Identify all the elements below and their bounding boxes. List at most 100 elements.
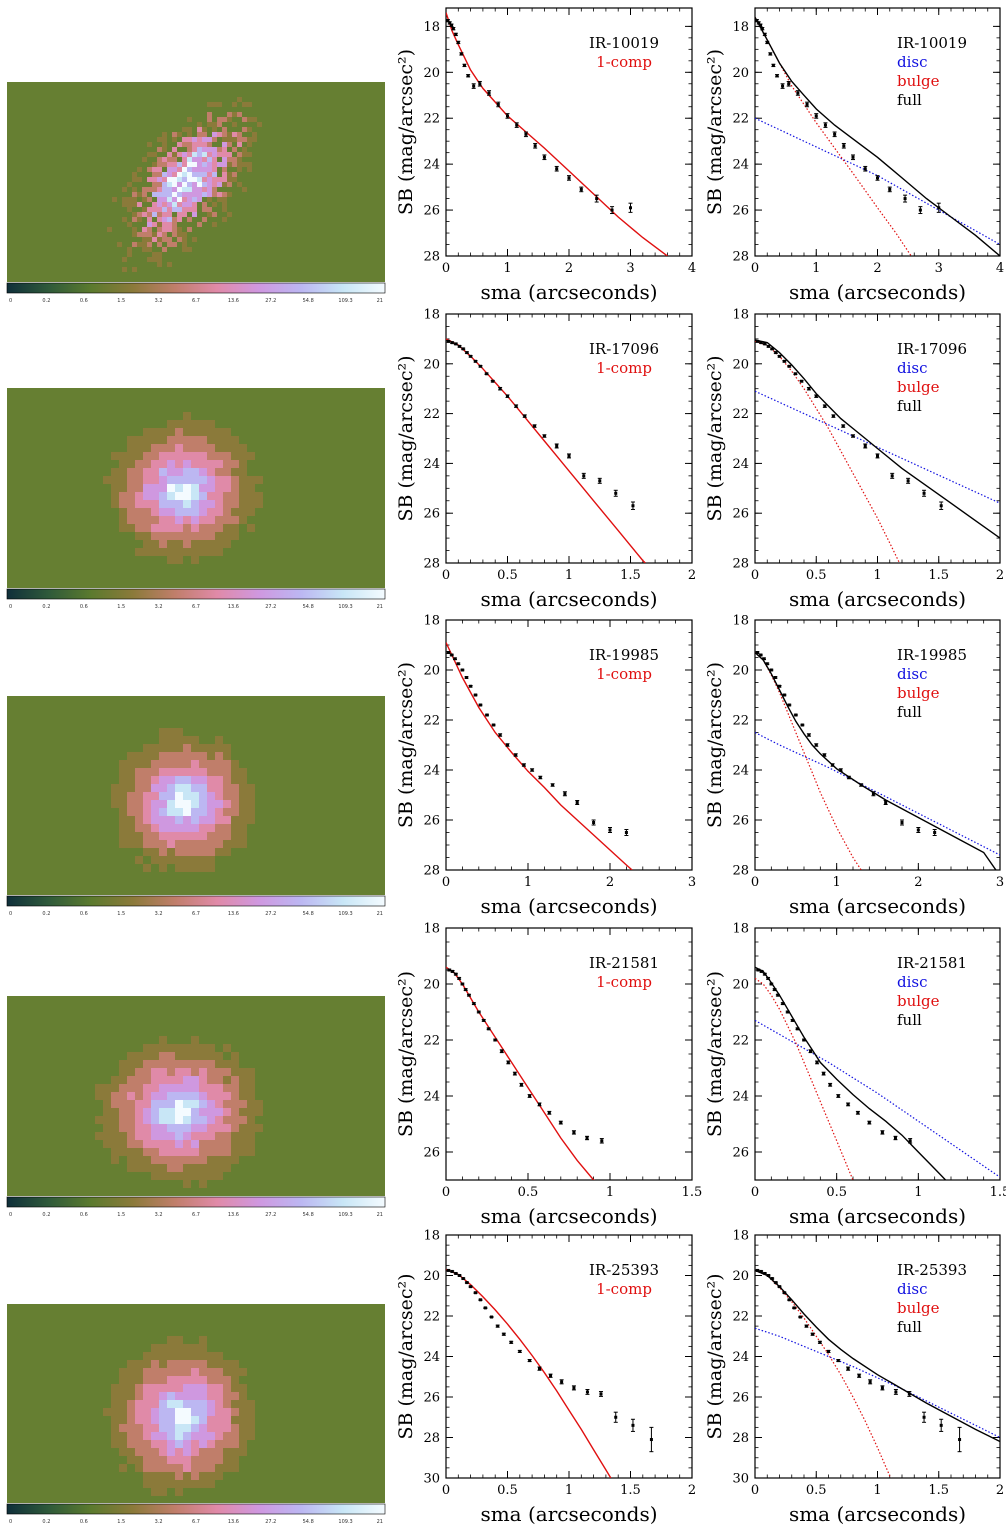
data-point — [810, 1332, 815, 1336]
image-pixel — [127, 484, 135, 492]
image-pixel — [159, 744, 167, 752]
image-pixel — [199, 792, 207, 800]
image-pixel — [197, 137, 202, 142]
image-pixel — [199, 548, 207, 556]
image-pixel — [111, 1092, 119, 1100]
image-pixel — [119, 760, 127, 768]
y-tick-label: 26 — [732, 204, 749, 219]
image-pixel — [143, 1140, 151, 1148]
colorbar-tick-label: 6.7 — [192, 1519, 200, 1525]
y-tick-label: 20 — [732, 978, 749, 993]
image-pixel — [182, 187, 187, 192]
image-pixel — [207, 508, 215, 516]
colorbar-tick-label: 54.8 — [303, 911, 314, 917]
image-pixel — [191, 428, 199, 436]
image-pixel — [207, 1148, 215, 1156]
data-point — [851, 154, 855, 161]
image-pixel — [191, 508, 199, 516]
image-pixel — [215, 1432, 223, 1440]
data-point — [900, 819, 904, 826]
image-pixel — [222, 207, 227, 212]
image-pixel — [223, 476, 231, 484]
image-pixel — [143, 792, 151, 800]
image-pixel — [143, 436, 151, 444]
data-point — [591, 819, 596, 826]
image-pixel — [182, 167, 187, 172]
image-pixel — [167, 556, 175, 564]
legend-label: bulge — [897, 684, 940, 702]
image-pixel — [151, 1456, 159, 1464]
y-axis-label: SB (mag/arcsec²) — [704, 971, 726, 1137]
image-pixel — [127, 182, 132, 187]
data-point — [464, 676, 469, 679]
image-pixel — [127, 816, 135, 824]
image-pixel — [255, 500, 263, 508]
image-pixel — [207, 792, 215, 800]
image-pixel — [222, 192, 227, 197]
image-pixel — [231, 1432, 239, 1440]
image-pixel — [151, 1488, 159, 1496]
data-point — [786, 80, 791, 87]
image-pixel — [177, 152, 182, 157]
image-pixel — [135, 792, 143, 800]
x-axis-label: sma (arcseconds) — [480, 280, 657, 304]
image-pixel — [167, 1116, 175, 1124]
image-pixel — [135, 800, 143, 808]
image-pixel — [247, 1424, 255, 1432]
image-pixel — [135, 1456, 143, 1464]
image-pixel — [167, 1432, 175, 1440]
image-pixel — [135, 1424, 143, 1432]
data-point — [486, 1027, 491, 1031]
image-pixel — [143, 1084, 151, 1092]
colorbar-tick-label: 6.7 — [192, 1212, 200, 1218]
x-tick-label: 2 — [688, 568, 696, 583]
image-pixel — [231, 792, 239, 800]
data-point — [768, 52, 773, 56]
image-pixel — [111, 1400, 119, 1408]
image-pixel — [119, 1432, 127, 1440]
image-pixel — [202, 192, 207, 197]
image-pixel — [119, 468, 127, 476]
image-pixel — [257, 122, 262, 127]
image-pixel — [175, 1148, 183, 1156]
image-pixel — [183, 1424, 191, 1432]
legend-label: IR-10019 — [897, 34, 967, 52]
image-pixel — [199, 824, 207, 832]
colorbar-tick-label: 1.5 — [117, 1212, 125, 1218]
data-point — [814, 394, 819, 398]
image-pixel — [172, 222, 177, 227]
image-pixel — [182, 182, 187, 187]
data-point — [468, 1285, 473, 1289]
image-pixel — [207, 752, 215, 760]
image-pixel — [175, 516, 183, 524]
x-tick-label: 1.5 — [928, 1483, 949, 1498]
image-pixel — [202, 177, 207, 182]
image-pixel — [151, 1108, 159, 1116]
image-pixel — [192, 152, 197, 157]
y-tick-label: 28 — [423, 864, 440, 879]
image-pixel — [175, 840, 183, 848]
image-pixel — [199, 1132, 207, 1140]
image-pixel — [237, 182, 242, 187]
image-pixel — [183, 1376, 191, 1384]
image-pixel — [162, 202, 167, 207]
data-point — [828, 1082, 833, 1087]
data-point — [771, 63, 776, 68]
colorbar-tick-label: 0.6 — [80, 1212, 88, 1218]
image-pixel — [167, 177, 172, 182]
image-pixel — [95, 1084, 103, 1092]
image-pixel — [242, 137, 247, 142]
y-tick-label: 20 — [423, 978, 440, 993]
image-pixel — [212, 137, 217, 142]
image-pixel — [157, 262, 162, 267]
image-pixel — [215, 808, 223, 816]
image-pixel — [223, 1044, 231, 1052]
image-pixel — [119, 1384, 127, 1392]
image-pixel — [182, 152, 187, 157]
data-point — [836, 1094, 841, 1098]
data-point — [466, 74, 471, 78]
colorbar-tick-label: 21 — [377, 1212, 383, 1218]
image-pixel — [167, 262, 172, 267]
